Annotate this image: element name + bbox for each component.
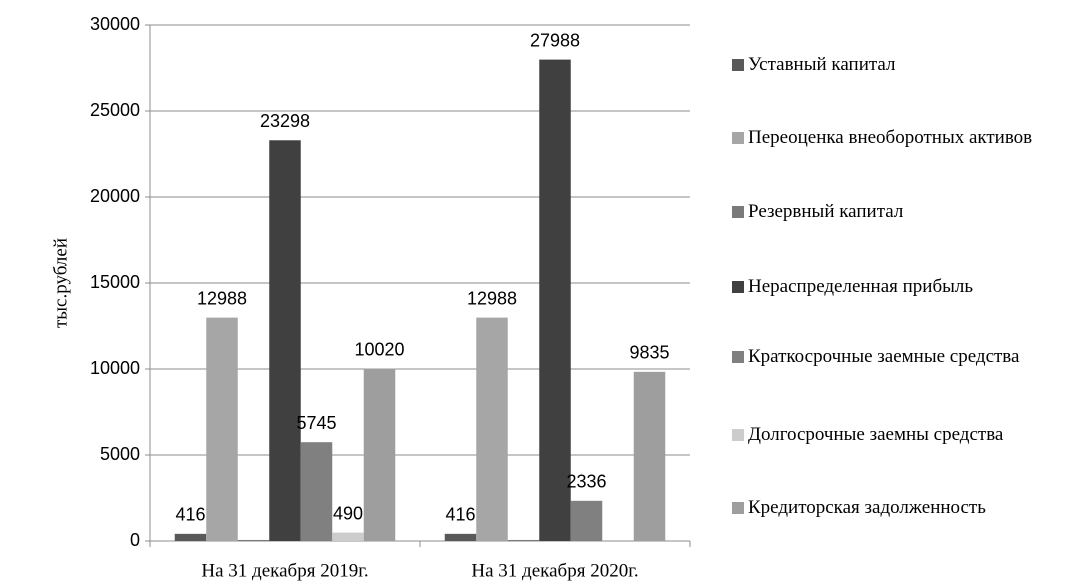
bar [206,317,238,541]
legend-swatch [732,132,744,144]
bar [363,368,396,541]
data-label: 9835 [629,343,669,363]
bar [507,539,540,541]
y-tick-label: 30000 [90,14,140,34]
y-tick-label: 15000 [90,272,140,292]
legend-swatch [732,351,744,363]
data-label: 416 [445,505,475,525]
bar [570,500,603,541]
legend-swatch [732,206,744,218]
bar [237,539,270,541]
x-tick-label: На 31 декабря 2019г. [201,560,368,581]
legend-entry: Кредиторская задолженность [732,493,1087,523]
bar [300,442,333,541]
data-label: 490 [333,503,363,523]
data-label: 12988 [467,288,517,308]
y-axis-label: тыс.рублей [50,238,71,328]
legend-entry: Долгосрочные заемны средства [732,420,1087,450]
bar [444,533,477,541]
legend-entry: Уставный капитал [732,50,1087,80]
data-label: 2336 [566,472,606,492]
legend-swatch [732,429,744,441]
data-label: 416 [175,505,205,525]
y-tick-label: 0 [130,530,140,550]
data-label: 23298 [260,111,310,131]
x-tick-label: На 31 декабря 2020г. [471,560,638,581]
legend-label: Резервный капитал [748,201,904,222]
legend-label: Долгосрочные заемны средства [748,424,1004,445]
y-tick-label: 5000 [100,444,140,464]
bar [269,140,301,541]
y-tick-label: 25000 [90,100,140,120]
legend-entry: Краткосрочные заемные средства [732,342,1087,372]
bar [332,532,364,541]
legend-entry: Нераспределенная прибыль [732,272,1087,302]
data-label: 12988 [197,288,247,308]
legend-entry: Переоценка внеоборотных активов [732,123,1087,153]
data-label: 5745 [296,413,336,433]
data-label: 27988 [530,30,580,50]
legend-entry: Резервный капитал [732,197,1087,227]
legend-swatch [732,281,744,293]
y-tick-label: 20000 [90,186,140,206]
bar [476,317,508,541]
legend-label: Нераспределенная прибыль [748,276,974,297]
legend-swatch [732,59,744,71]
legend-label: Кредиторская задолженность [748,497,986,518]
bar [539,59,571,542]
bar [174,533,207,541]
legend-label: Краткосрочные заемные средства [748,346,1020,367]
legend-swatch [732,502,744,514]
y-tick-label: 10000 [90,358,140,378]
data-label: 10020 [354,339,404,359]
legend-label: Переоценка внеоборотных активов [748,127,1033,148]
bar [633,371,666,541]
legend-label: Уставный капитал [748,54,896,75]
